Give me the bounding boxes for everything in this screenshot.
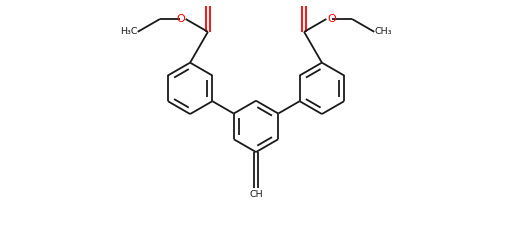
Text: H₃C: H₃C (120, 27, 138, 36)
Text: O: O (327, 14, 336, 24)
Text: CH₃: CH₃ (374, 27, 392, 36)
Text: O: O (176, 14, 185, 24)
Text: CH: CH (249, 190, 263, 199)
